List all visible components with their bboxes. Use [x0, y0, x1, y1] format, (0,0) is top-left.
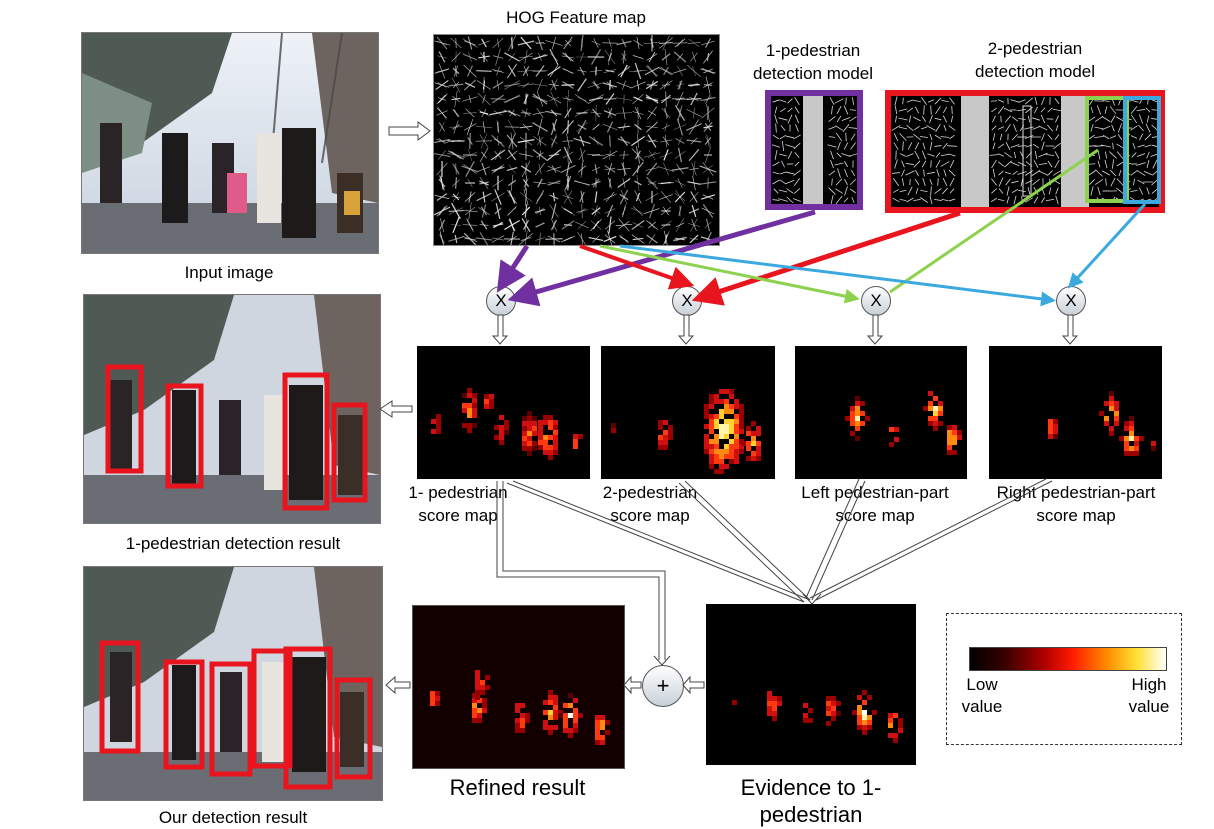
refined-result-map — [412, 605, 625, 769]
legend-low-line1: Low — [966, 675, 998, 694]
one-pedestrian-score-map — [417, 346, 590, 479]
one-pedestrian-score-map-label-line1: 1- pedestrian — [408, 483, 508, 502]
two-pedestrian-model-title-line2: detection model — [974, 62, 1096, 81]
one-pedestrian-detection-result-label: 1-pedestrian detection result — [125, 534, 341, 553]
multiply-operator-3: X — [861, 286, 891, 316]
hog-feature-map — [433, 34, 720, 248]
arrow-score1-to-detection — [379, 400, 413, 418]
two-pedestrian-score-map — [601, 346, 775, 479]
our-detection-result-image — [83, 566, 383, 801]
multiply-operator-2: X — [672, 286, 702, 316]
arrow-hog-to-mult1-purple — [496, 244, 530, 293]
arrow-input-to-hog — [388, 121, 431, 141]
arrow-mult2-to-score2 — [677, 314, 695, 345]
arrow-hog-to-mult2-red — [579, 244, 695, 290]
arrow-plus-to-refined — [623, 675, 642, 695]
one-pedestrian-model-title-line1: 1-pedestrian — [765, 41, 861, 60]
input-image-label: Input image — [184, 263, 274, 282]
arrow-mult3-to-score3 — [866, 314, 884, 345]
arrow-model2-to-mult2-red — [691, 210, 961, 306]
refined-result-label: Refined result — [449, 775, 586, 800]
legend-high-line2: value — [1128, 697, 1170, 716]
one-pedestrian-model-title-line2: detection model — [752, 64, 874, 83]
two-pedestrian-score-map-label-line2: score map — [610, 506, 690, 525]
arrow-mult4-to-score4 — [1061, 314, 1079, 345]
arrow-evidence-to-plus — [682, 675, 705, 695]
one-pedestrian-detection-model — [765, 90, 863, 210]
add-operator: + — [642, 665, 684, 707]
evidence-label-line1: Evidence to 1- — [740, 775, 882, 800]
our-detection-result-label: Our detection result — [158, 808, 308, 827]
colorbar — [969, 647, 1167, 671]
arrow-into-evidence — [802, 593, 822, 605]
left-part-score-map-label-line2: score map — [835, 506, 915, 525]
arrow-model-right-to-mult4-blue — [1067, 202, 1147, 289]
right-part-model-highlight — [1123, 96, 1161, 204]
left-part-score-map-label-line1: Left pedestrian-part — [801, 483, 949, 502]
evidence-label-line2: pedestrian — [759, 802, 863, 827]
two-pedestrian-model-title-line1: 2-pedestrian — [987, 39, 1083, 58]
legend-high-line1: High — [1131, 675, 1167, 694]
legend-low-line2: value — [961, 697, 1003, 716]
arrow-refined-to-detection — [385, 675, 411, 695]
left-part-score-map — [795, 346, 967, 479]
multiply-operator-1: X — [486, 286, 516, 316]
right-part-score-map-label-line2: score map — [1036, 506, 1116, 525]
input-image — [81, 32, 379, 254]
evidence-map — [706, 604, 916, 765]
color-legend: Low value High value — [946, 613, 1182, 745]
arrow-hog-to-mult3-green — [599, 244, 860, 304]
right-part-score-map-label-line1: Right pedestrian-part — [996, 483, 1156, 502]
multiply-operator-4: X — [1056, 286, 1086, 316]
hog-feature-map-title: HOG Feature map — [506, 8, 646, 27]
right-part-score-map — [989, 346, 1162, 479]
one-pedestrian-detection-result-image — [83, 294, 381, 524]
one-pedestrian-score-map-label-line2: score map — [418, 506, 498, 525]
arrow-mult1-to-score1 — [491, 314, 509, 345]
two-pedestrian-score-map-label-line1: 2-pedestrian — [602, 483, 698, 502]
